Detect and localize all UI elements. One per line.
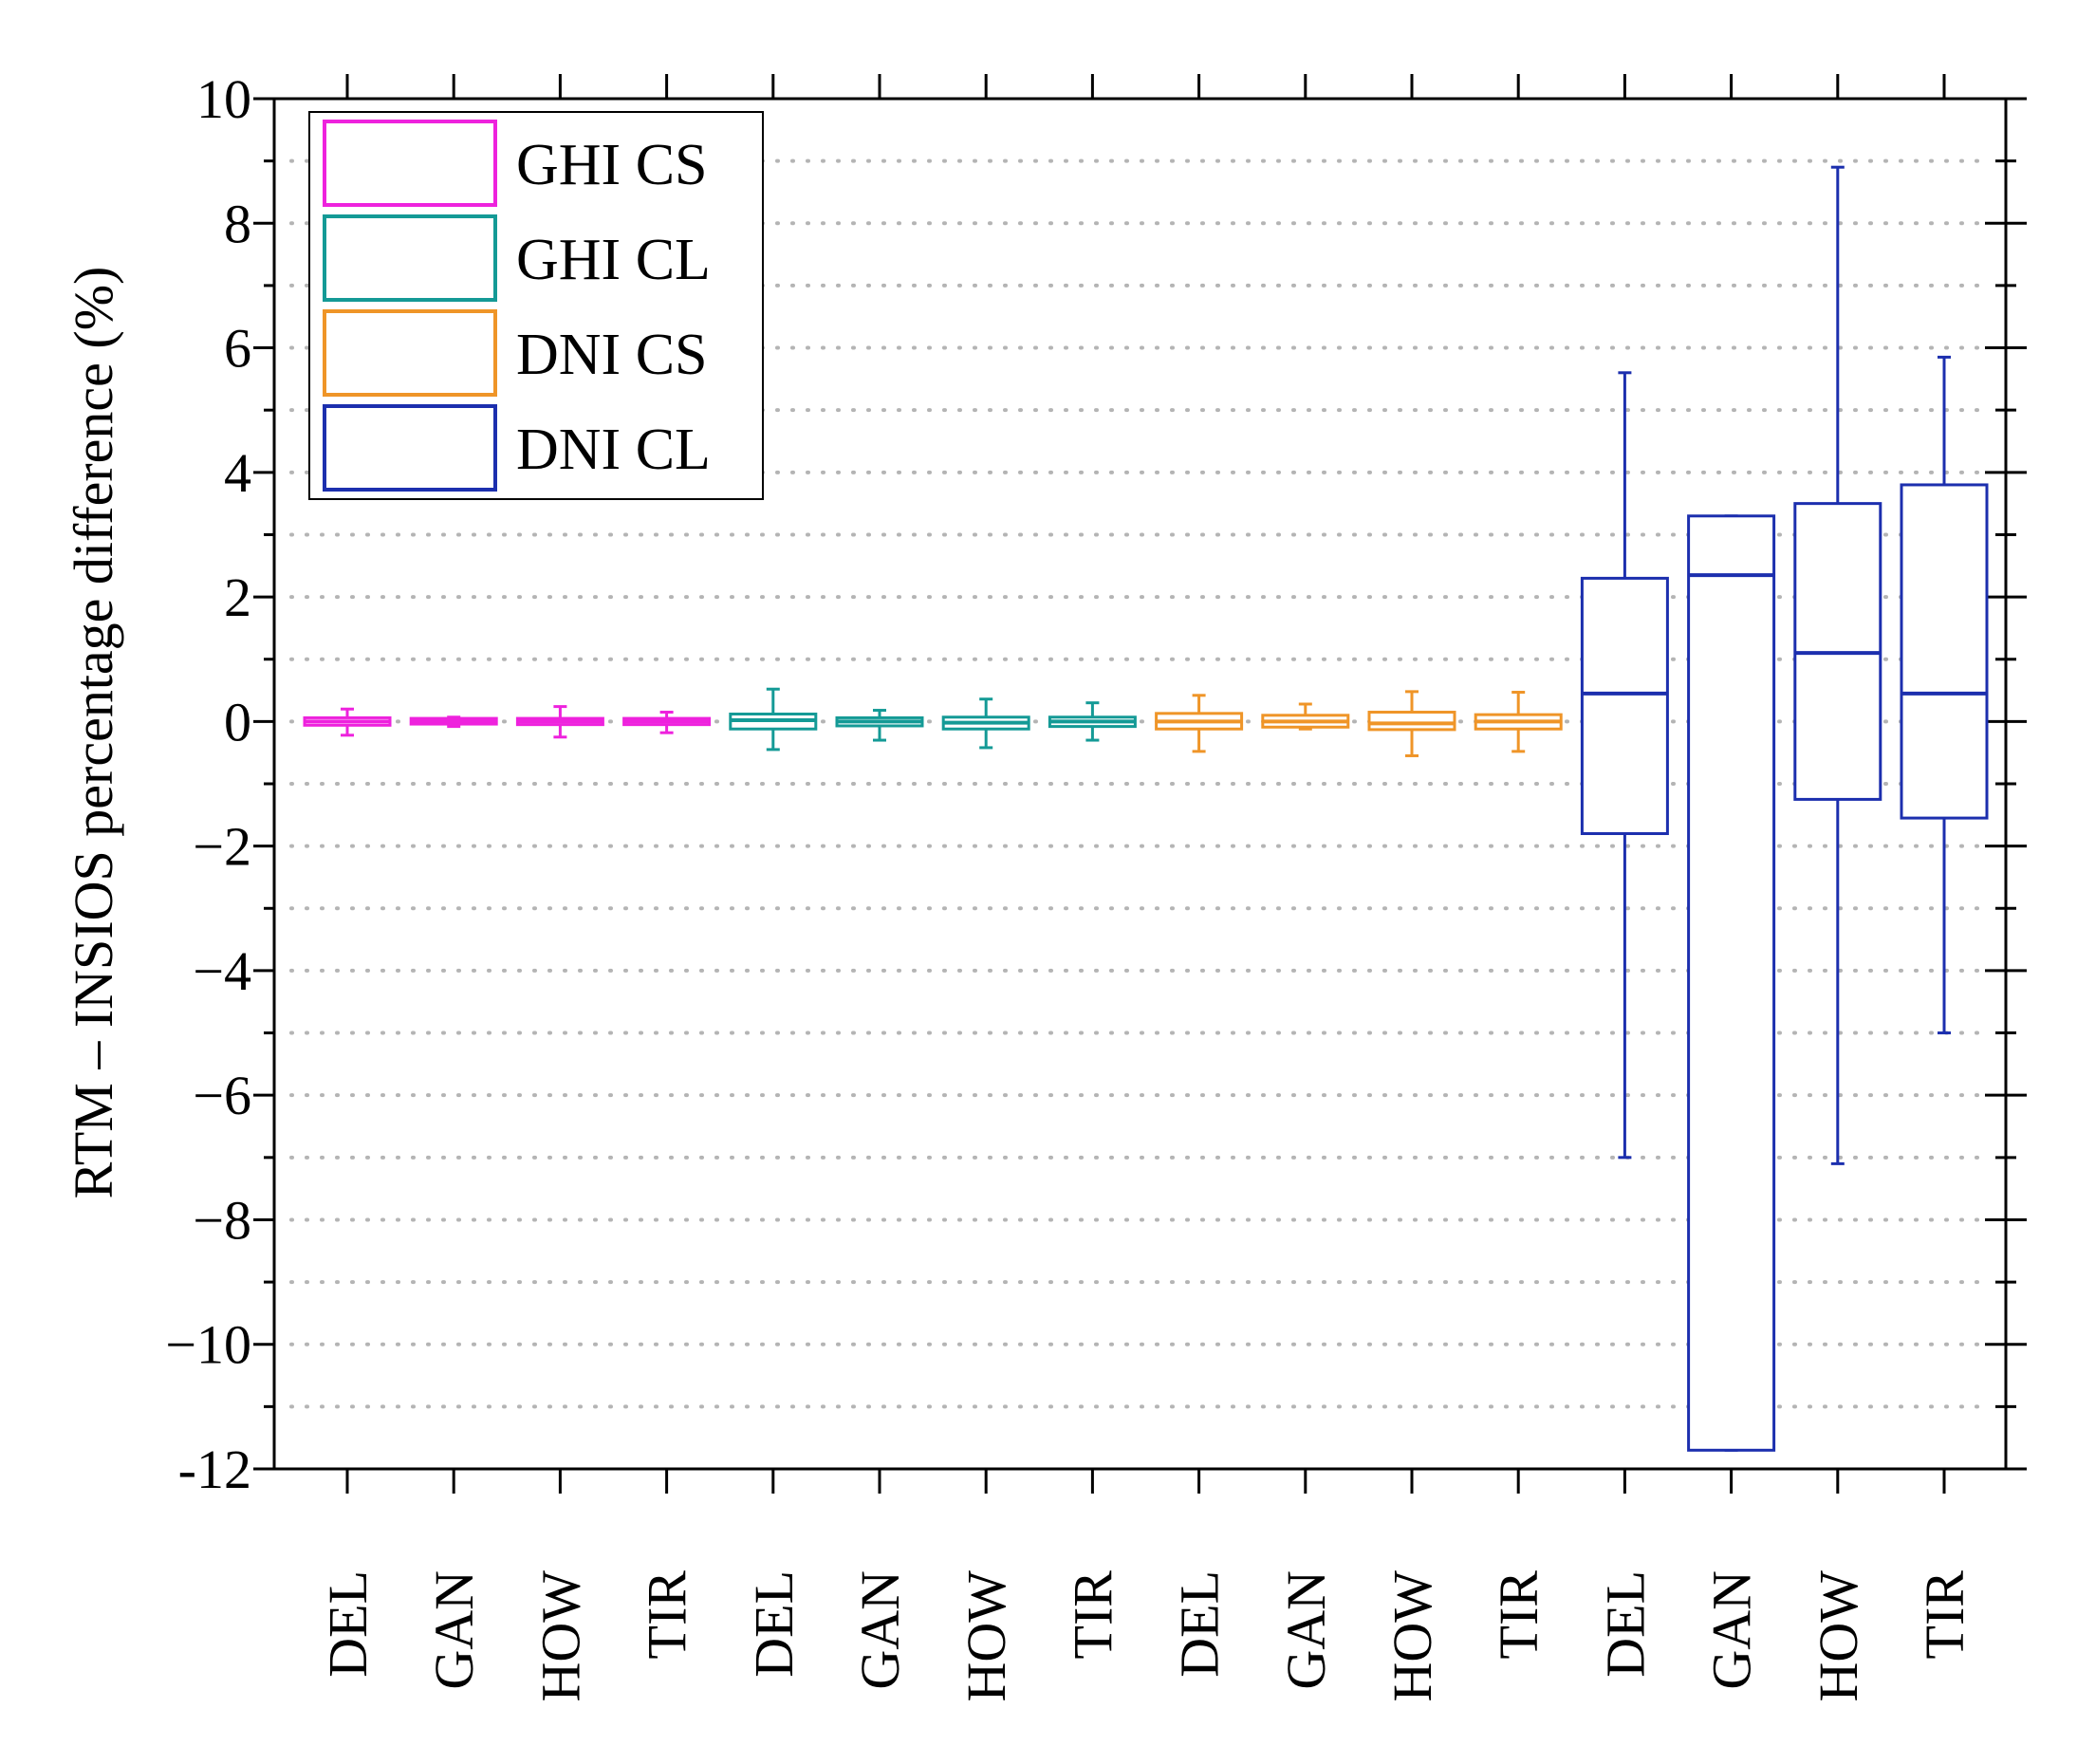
legend-swatch [323, 309, 497, 397]
x-category-label: DEL [743, 1570, 805, 1678]
x-category-label: HOW [955, 1570, 1017, 1702]
boxes [303, 165, 1989, 1452]
x-category-label: TIR [1914, 1570, 1975, 1660]
x-category-label: GAN [423, 1570, 485, 1690]
box-ghi-cs [409, 715, 498, 729]
box-dni-cs [1367, 690, 1456, 757]
y-axis-title: RTM – INSIOS percentage difference (%) [63, 267, 124, 1199]
y-tick-label: 6 [224, 318, 251, 380]
y-tick-label: -12 [178, 1439, 251, 1500]
box-ghi-cs [515, 705, 604, 739]
y-tick-label: −10 [165, 1314, 251, 1376]
legend-swatch [323, 120, 497, 207]
y-tick-label: −2 [193, 816, 251, 878]
box-iqr [1900, 483, 1989, 820]
box-dni-cs [1155, 694, 1244, 753]
axes [253, 74, 2027, 1494]
x-category-label: HOW [1808, 1570, 1869, 1702]
x-category-label: HOW [529, 1570, 591, 1702]
box-dni-cs [1474, 691, 1563, 753]
x-category-label: TIR [637, 1570, 698, 1660]
box-dni-cl [1687, 514, 1776, 1452]
box-ghi-cl [729, 687, 818, 752]
x-category-label: GAN [1275, 1570, 1337, 1690]
legend-swatch [323, 404, 497, 492]
x-category-label: TIR [1488, 1570, 1549, 1660]
box-ghi-cs [303, 707, 392, 737]
y-tick-label: −6 [193, 1065, 251, 1126]
y-tick-label: 10 [196, 68, 251, 130]
y-tick-label: 2 [224, 566, 251, 628]
box-ghi-cs [622, 711, 712, 734]
box-dni-cl [1580, 371, 1669, 1160]
y-tick-label: −8 [193, 1189, 251, 1251]
x-category-label: DEL [1169, 1570, 1231, 1678]
legend-swatch [323, 214, 497, 302]
legend-entry-label: DNI CS [516, 323, 708, 387]
box-ghi-cl [1048, 701, 1137, 742]
y-tick-label: 4 [224, 442, 251, 504]
labels: 10 8 6 4 2 0 −2 −4 −6 −8 −10 -12 DEL GAN HOW TIR DEL GAN H… [165, 68, 1975, 1702]
y-tick-label: −4 [193, 940, 251, 1002]
x-category-label: HOW [1382, 1570, 1443, 1702]
box-dni-cl [1900, 355, 1989, 1035]
y-tick-label: 8 [224, 193, 251, 254]
box-iqr [1367, 711, 1456, 732]
x-category-label: DEL [317, 1570, 379, 1678]
x-category-label: GAN [849, 1570, 911, 1690]
x-category-label: GAN [1701, 1570, 1763, 1690]
x-category-label: DEL [1594, 1570, 1656, 1678]
box-ghi-cl [941, 697, 1030, 750]
box-dni-cs [1261, 702, 1350, 731]
y-tick-label: 0 [224, 691, 251, 752]
legend: GHI CS GHI CL DNI CS DNI CL [308, 111, 764, 500]
box-iqr [1580, 576, 1669, 836]
box-iqr [1687, 514, 1776, 1452]
x-category-label: TIR [1062, 1570, 1123, 1660]
legend-entry-label: GHI CL [516, 228, 711, 292]
box-ghi-cl [835, 709, 924, 742]
box-dni-cl [1793, 165, 1882, 1165]
legend-entry-label: DNI CL [516, 418, 711, 482]
legend-entry-label: GHI CS [516, 133, 708, 197]
